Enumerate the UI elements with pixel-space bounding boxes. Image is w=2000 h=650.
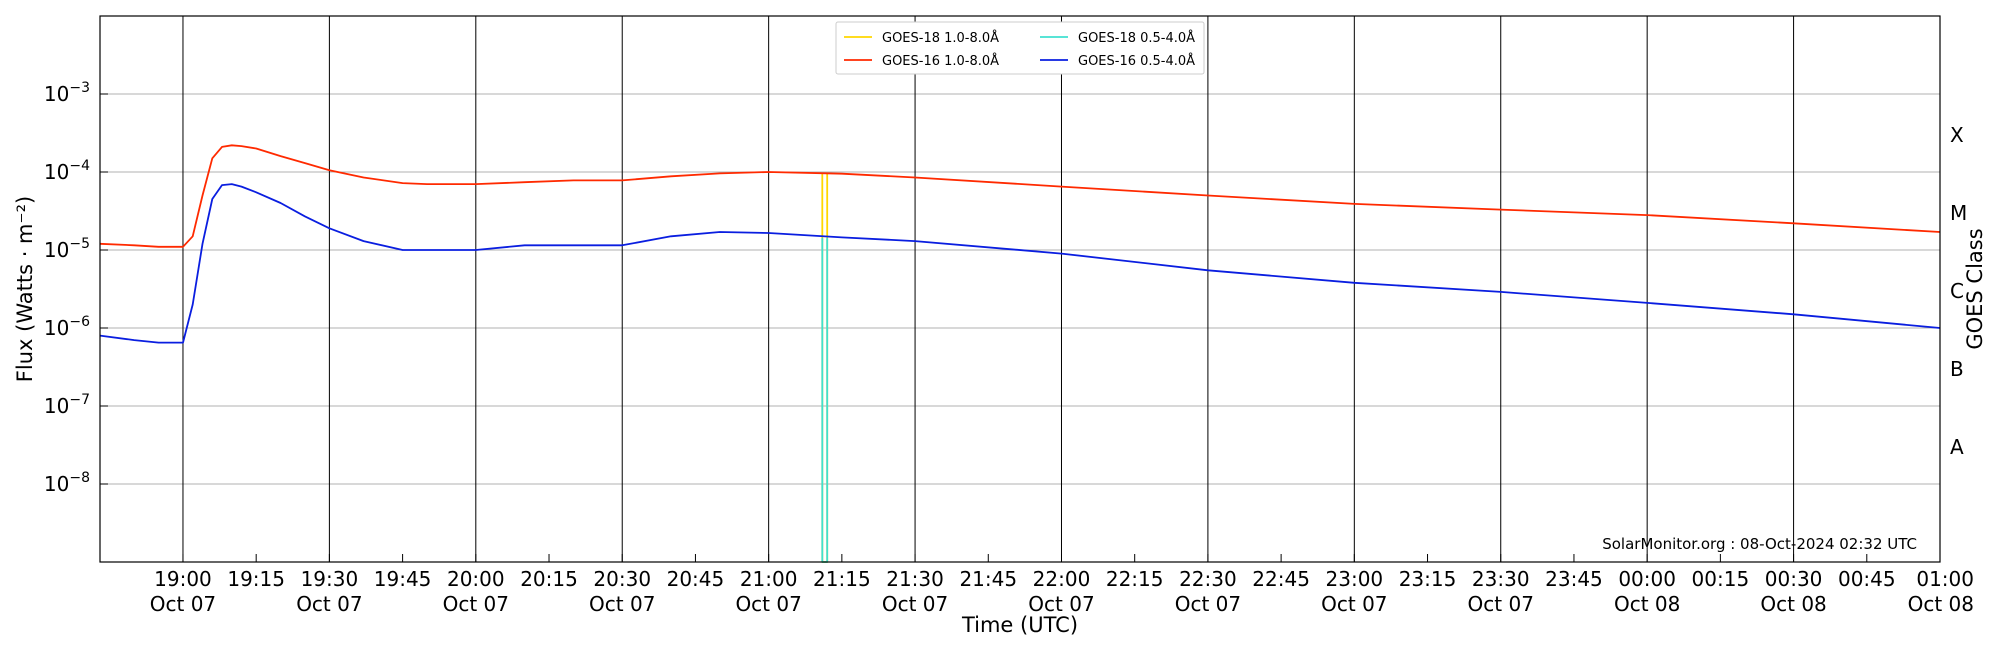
y-tick-label: 10−3 xyxy=(44,80,90,106)
goes-class-label: C xyxy=(1950,279,1964,303)
y-tick-exponent: −8 xyxy=(69,470,90,486)
x-tick-label: 22:00 xyxy=(1033,567,1091,591)
x-tick-date-label: Oct 07 xyxy=(1175,592,1241,616)
x-tick-date-label: Oct 07 xyxy=(1321,592,1387,616)
y-tick-label: 10−7 xyxy=(44,392,90,418)
y-tick-exponent: −4 xyxy=(69,158,90,174)
x-tick-label: 19:30 xyxy=(301,567,359,591)
goes-class-axis: X M C B A xyxy=(1950,123,1967,459)
x-tick-label: 22:45 xyxy=(1252,567,1310,591)
x-tick-label: 23:00 xyxy=(1326,567,1384,591)
y-tick-mantissa: 10 xyxy=(44,472,69,496)
plot-frame xyxy=(99,15,1941,563)
x-tick-label: 23:15 xyxy=(1399,567,1457,591)
x-axis-title: Time (UTC) xyxy=(961,613,1078,637)
credit-text: SolarMonitor.org : 08-Oct-2024 02:32 UTC xyxy=(1602,535,1917,553)
x-tick-label: 22:30 xyxy=(1179,567,1237,591)
x-tick-label: 21:15 xyxy=(813,567,871,591)
x-tick-label: 23:45 xyxy=(1545,567,1603,591)
x-tick-label: 20:45 xyxy=(667,567,725,591)
x-tick-label: 21:00 xyxy=(740,567,798,591)
goes-class-label: X xyxy=(1950,123,1964,147)
y-tick-mantissa: 10 xyxy=(44,394,69,418)
series-line xyxy=(99,183,1941,344)
x-tick-label: 19:45 xyxy=(374,567,432,591)
y-tick-mantissa: 10 xyxy=(44,316,69,340)
y-tick-label: 10−4 xyxy=(44,158,90,184)
y-axis-title: Flux (Watts · m⁻²) xyxy=(13,196,37,382)
x-tick-label: 01:00 xyxy=(1916,567,1974,591)
goes-class-label: B xyxy=(1950,357,1964,381)
x-tick-label: 00:00 xyxy=(1618,567,1676,591)
y-tick-mantissa: 10 xyxy=(44,160,69,184)
x-tick-label: 19:15 xyxy=(227,567,285,591)
x-tick-label: 20:00 xyxy=(447,567,505,591)
goes-class-label: M xyxy=(1950,201,1967,225)
x-tick-date-label: Oct 07 xyxy=(443,592,509,616)
x-tick-label: 20:15 xyxy=(520,567,578,591)
x-tick-date-label: Oct 07 xyxy=(1028,592,1094,616)
y-tick-exponent: −7 xyxy=(69,392,90,408)
grid xyxy=(100,16,1941,562)
legend-label: GOES-18 0.5-4.0Å xyxy=(1078,30,1195,46)
x-tick-label: 19:00 xyxy=(154,567,212,591)
y-tick-label: 10−5 xyxy=(44,236,90,262)
legend-label: GOES-16 1.0-8.0Å xyxy=(882,53,999,69)
x-tick-date-label: Oct 07 xyxy=(589,592,655,616)
x-tick-date-label: Oct 07 xyxy=(882,592,948,616)
x-tick-label: 23:30 xyxy=(1472,567,1530,591)
x-tick-date-label: Oct 08 xyxy=(1908,592,1974,616)
x-tick-date-label: Oct 08 xyxy=(1614,592,1680,616)
x-tick-date-label: Oct 07 xyxy=(1468,592,1534,616)
y-tick-exponent: −5 xyxy=(69,236,90,252)
legend-label: GOES-16 0.5-4.0Å xyxy=(1078,53,1195,69)
x-tick-label: 21:30 xyxy=(886,567,944,591)
y-tick-label: 10−8 xyxy=(44,470,90,496)
x-tick-label: 00:15 xyxy=(1692,567,1750,591)
legend-label: GOES-18 1.0-8.0Å xyxy=(882,30,999,46)
legend: GOES-18 1.0-8.0Å GOES-16 1.0-8.0Å GOES-18 … xyxy=(835,21,1205,75)
y2-axis-title: GOES Class xyxy=(1963,228,1987,349)
x-tick-label: 21:45 xyxy=(959,567,1017,591)
y-axis: 10−310−410−510−610−710−8 xyxy=(44,80,108,496)
legend-box xyxy=(835,21,1205,75)
y-tick-mantissa: 10 xyxy=(44,238,69,262)
y-tick-mantissa: 10 xyxy=(44,82,69,106)
x-tick-label: 20:30 xyxy=(593,567,651,591)
plot-background xyxy=(100,16,1940,562)
series-line xyxy=(99,144,1941,248)
x-tick-label: 00:30 xyxy=(1765,567,1823,591)
y-tick-exponent: −3 xyxy=(69,80,90,96)
x-tick-date-label: Oct 07 xyxy=(735,592,801,616)
x-tick-label: 00:45 xyxy=(1838,567,1896,591)
y-tick-exponent: −6 xyxy=(69,314,90,330)
x-tick-date-label: Oct 08 xyxy=(1760,592,1826,616)
x-tick-label: 22:15 xyxy=(1106,567,1164,591)
x-tick-date-label: Oct 07 xyxy=(296,592,362,616)
y-tick-label: 10−6 xyxy=(44,314,90,340)
goes-class-label: A xyxy=(1950,435,1964,459)
x-tick-date-label: Oct 07 xyxy=(150,592,216,616)
